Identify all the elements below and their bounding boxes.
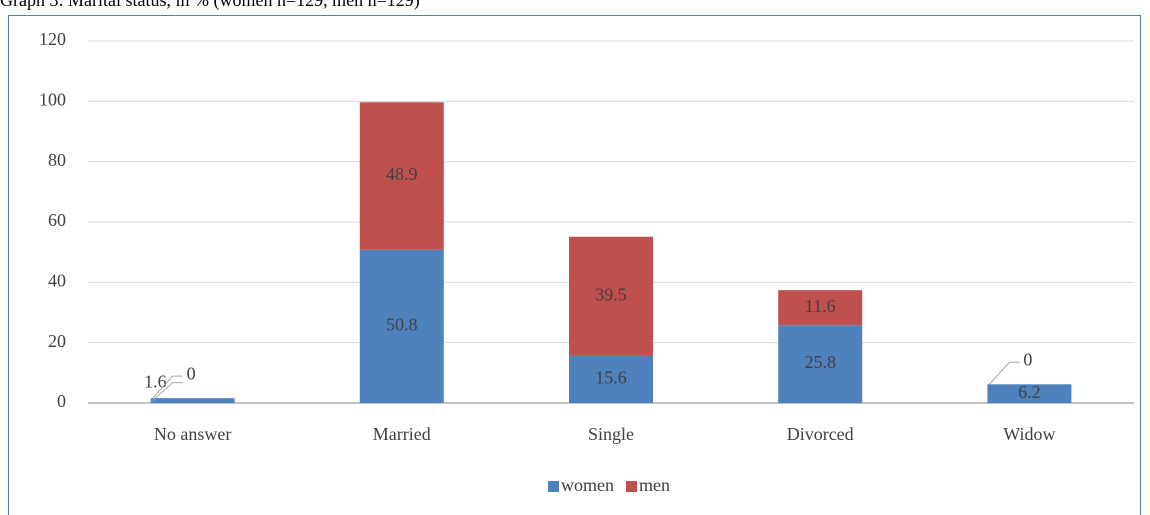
legend-swatch [626, 481, 637, 492]
y-tick-label: 100 [39, 89, 66, 109]
legend-label: women [561, 475, 614, 495]
y-tick-label: 60 [48, 210, 66, 230]
data-label: 39.5 [595, 284, 627, 304]
x-tick-label: Married [373, 424, 431, 444]
data-label: 11.6 [805, 296, 836, 316]
x-tick-label: Divorced [787, 424, 854, 444]
data-label: 1.6 [144, 372, 167, 392]
x-tick-label: Single [588, 424, 634, 444]
data-label: 0 [187, 363, 196, 383]
bar-segment [569, 355, 653, 403]
x-tick-label: No answer [154, 424, 231, 444]
data-label: 15.6 [595, 368, 627, 388]
data-label: 50.8 [386, 315, 418, 335]
leader-line [152, 375, 183, 399]
bar-segment [359, 249, 444, 403]
y-tick-label: 0 [57, 391, 66, 411]
data-label: 25.8 [804, 352, 836, 372]
data-label: 6.2 [1018, 382, 1041, 402]
bar-segment [778, 290, 863, 326]
y-tick-label: 40 [48, 270, 66, 290]
data-label: 0 [1023, 349, 1032, 369]
leader-line [989, 361, 1020, 385]
bar-segment [987, 384, 1072, 403]
x-tick-label: Widow [1003, 424, 1055, 444]
y-tick-label: 80 [48, 150, 66, 170]
bar-segment [150, 398, 235, 403]
bar-segment [569, 236, 653, 356]
bar-segment [359, 102, 444, 250]
legend-swatch [548, 481, 559, 492]
y-tick-label: 120 [39, 29, 66, 49]
legend-label: men [639, 475, 670, 495]
chart-frame [8, 15, 1141, 515]
chart-title: Graph 3: Marital status, in % (women n=1… [0, 0, 420, 11]
leader-line [152, 382, 183, 401]
y-tick-label: 20 [48, 331, 66, 351]
data-label: 48.9 [386, 164, 418, 184]
bar-segment [778, 325, 863, 403]
